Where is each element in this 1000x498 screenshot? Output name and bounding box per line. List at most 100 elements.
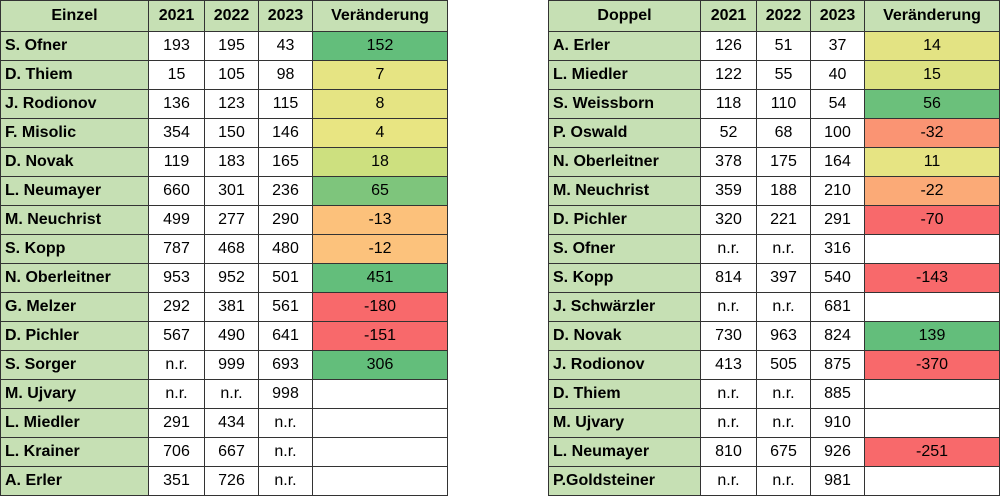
rank-cell: 98	[258, 60, 313, 90]
rank-cell: 999	[204, 350, 259, 380]
rank-cell: 953	[148, 263, 205, 293]
player-name: J. Rodionov	[0, 89, 149, 119]
rank-cell: 926	[810, 437, 865, 467]
rank-cell: 122	[700, 60, 757, 90]
rank-cell: 100	[810, 118, 865, 148]
rank-cell: 351	[148, 466, 205, 496]
row: S. Ofner n.r. n.r. 316	[548, 234, 1000, 264]
rank-cell: n.r.	[258, 437, 313, 467]
header-cell: Doppel	[548, 0, 701, 32]
change-cell: 56	[864, 89, 1000, 119]
rank-cell: 188	[756, 176, 811, 206]
change-cell	[864, 292, 1000, 322]
change-cell: -251	[864, 437, 1000, 467]
change-cell: -22	[864, 176, 1000, 206]
rank-cell: 221	[756, 205, 811, 235]
rank-cell: 165	[258, 147, 313, 177]
change-cell: -143	[864, 263, 1000, 293]
change-cell: 7	[312, 60, 448, 90]
row: A. Erler 126 51 37 14	[548, 31, 1000, 61]
rank-cell: 468	[204, 234, 259, 264]
rank-cell: 193	[148, 31, 205, 61]
row: D. Thiem n.r. n.r. 885	[548, 379, 1000, 409]
change-cell	[864, 379, 1000, 409]
rank-cell: 52	[700, 118, 757, 148]
header-cell: 2021	[148, 0, 205, 32]
row: S. Kopp 814 397 540 -143	[548, 263, 1000, 293]
rank-cell: 501	[258, 263, 313, 293]
header-row: Doppel 2021 2022 2023 Veränderung	[548, 0, 1000, 32]
player-name: D. Novak	[548, 321, 701, 351]
row: M. Ujvary n.r. n.r. 910	[548, 408, 1000, 438]
doubles-table: Doppel 2021 2022 2023 Veränderung A. Erler 126…	[548, 0, 1000, 496]
rank-cell: 37	[810, 31, 865, 61]
rank-cell: 354	[148, 118, 205, 148]
player-name: G. Melzer	[0, 292, 149, 322]
change-cell: 11	[864, 147, 1000, 177]
rank-cell: 814	[700, 263, 757, 293]
rank-cell: 910	[810, 408, 865, 438]
rank-cell: 291	[148, 408, 205, 438]
rank-cell: 291	[810, 205, 865, 235]
player-name: S. Ofner	[0, 31, 149, 61]
rank-cell: n.r.	[756, 292, 811, 322]
rank-cell: 641	[258, 321, 313, 351]
player-name: N. Oberleitner	[548, 147, 701, 177]
row: J. Rodionov 413 505 875 -370	[548, 350, 1000, 380]
row: P.Goldsteiner n.r. n.r. 981	[548, 466, 1000, 496]
rank-cell: 706	[148, 437, 205, 467]
rank-cell: 55	[756, 60, 811, 90]
player-name: D. Pichler	[0, 321, 149, 351]
rank-cell: 885	[810, 379, 865, 409]
rank-cell: n.r.	[258, 466, 313, 496]
player-name: L. Miedler	[548, 60, 701, 90]
rank-cell: 118	[700, 89, 757, 119]
rank-cell: 150	[204, 118, 259, 148]
row: S. Sorger n.r. 999 693 306	[0, 350, 448, 380]
rank-cell: 561	[258, 292, 313, 322]
change-cell: 4	[312, 118, 448, 148]
row: S. Weissborn 118 110 54 56	[548, 89, 1000, 119]
row: L. Krainer 706 667 n.r.	[0, 437, 448, 467]
change-cell: 306	[312, 350, 448, 380]
rank-cell: n.r.	[756, 408, 811, 438]
player-name: S. Ofner	[548, 234, 701, 264]
rank-cell: 963	[756, 321, 811, 351]
rank-cell: 119	[148, 147, 205, 177]
change-cell: -13	[312, 205, 448, 235]
change-cell: -151	[312, 321, 448, 351]
change-cell	[864, 466, 1000, 496]
rank-cell: 675	[756, 437, 811, 467]
player-name: L. Neumayer	[548, 437, 701, 467]
row: J. Rodionov 136 123 115 8	[0, 89, 448, 119]
player-name: L. Krainer	[0, 437, 149, 467]
row: L. Neumayer 660 301 236 65	[0, 176, 448, 206]
rank-cell: 105	[204, 60, 259, 90]
change-cell	[864, 234, 1000, 264]
rank-cell: 667	[204, 437, 259, 467]
rank-cell: n.r.	[700, 408, 757, 438]
player-name: L. Neumayer	[0, 176, 149, 206]
rank-cell: 316	[810, 234, 865, 264]
player-name: P.Goldsteiner	[548, 466, 701, 496]
rank-cell: 164	[810, 147, 865, 177]
change-cell: 14	[864, 31, 1000, 61]
singles-table: Einzel 2021 2022 2023 Veränderung S. Ofner 193…	[0, 0, 448, 496]
rank-cell: 660	[148, 176, 205, 206]
rank-cell: 183	[204, 147, 259, 177]
header-cell: Veränderung	[864, 0, 1000, 32]
change-cell: 451	[312, 263, 448, 293]
player-name: F. Misolic	[0, 118, 149, 148]
row: F. Misolic 354 150 146 4	[0, 118, 448, 148]
rank-cell: n.r.	[700, 466, 757, 496]
row: N. Oberleitner 378 175 164 11	[548, 147, 1000, 177]
rank-cell: 68	[756, 118, 811, 148]
change-cell: 65	[312, 176, 448, 206]
rank-cell: 952	[204, 263, 259, 293]
change-cell	[312, 408, 448, 438]
rank-cell: 413	[700, 350, 757, 380]
rank-cell: 567	[148, 321, 205, 351]
rank-cell: 981	[810, 466, 865, 496]
rank-cell: n.r.	[258, 408, 313, 438]
